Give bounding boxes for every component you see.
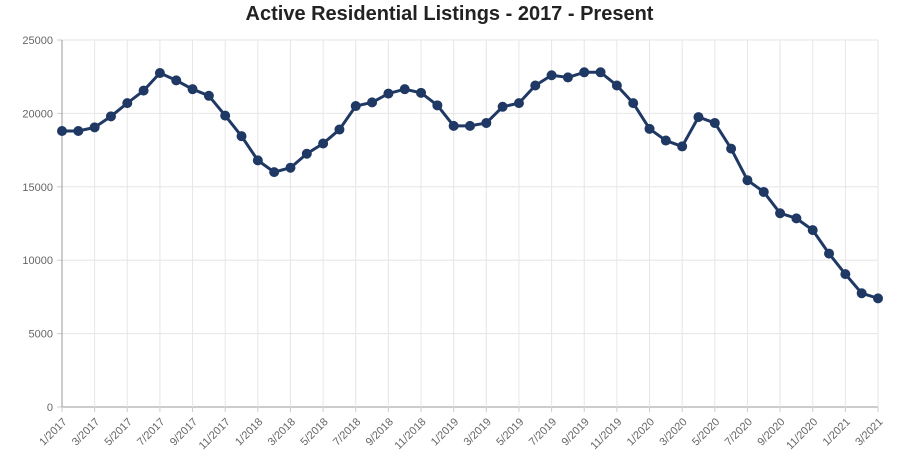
data-point (693, 112, 704, 123)
data-point (350, 101, 361, 112)
x-tick-label: 11/2018 (393, 416, 429, 452)
data-point (383, 88, 394, 99)
data-point (416, 87, 427, 98)
x-tick-label: 11/2019 (588, 416, 624, 452)
data-point (660, 135, 671, 146)
data-point (546, 70, 557, 81)
data-point (89, 122, 100, 133)
y-tick-label: 10000 (22, 255, 53, 267)
x-tick-label: 5/2017 (103, 416, 135, 448)
data-point (334, 124, 345, 135)
x-tick-label: 11/2020 (784, 416, 820, 452)
data-point (399, 84, 410, 95)
y-tick-label: 15000 (22, 182, 53, 194)
series-line (62, 70, 879, 300)
data-point (579, 67, 590, 78)
data-point (465, 120, 475, 131)
data-point (824, 248, 835, 259)
data-point (595, 67, 606, 78)
data-point (236, 131, 247, 142)
x-tick-label: 3/2019 (462, 416, 494, 448)
data-point (252, 155, 263, 166)
data-point (530, 80, 541, 91)
x-tick-label: 9/2017 (168, 416, 200, 448)
data-point (742, 175, 753, 186)
x-tick-label: 3/2021 (853, 416, 885, 448)
data-point (171, 75, 182, 86)
data-point (203, 90, 214, 101)
data-point (873, 293, 883, 304)
data-point (220, 110, 231, 121)
x-tick-label: 9/2018 (364, 416, 396, 448)
data-point (269, 167, 280, 178)
data-point (758, 186, 769, 197)
data-point (187, 84, 198, 95)
x-tick-label: 3/2017 (70, 416, 102, 448)
x-tick-label: 1/2020 (625, 416, 657, 448)
data-point (513, 98, 524, 109)
y-tick-label: 0 (47, 402, 53, 414)
y-tick-label: 5000 (29, 329, 53, 341)
data-point (301, 148, 312, 159)
x-tick-label: 1/2017 (37, 416, 69, 448)
data-point (122, 98, 133, 109)
data-point (791, 213, 802, 224)
x-tick-label: 5/2018 (298, 416, 330, 448)
data-point (497, 101, 508, 112)
data-point (856, 288, 867, 299)
x-tick-label: 5/2019 (494, 416, 526, 448)
x-tick-label: 9/2020 (755, 416, 787, 448)
data-point (105, 111, 116, 122)
data-point (138, 85, 149, 96)
chart-title: Active Residential Listings - 2017 - Pre… (245, 3, 654, 25)
x-tick-label: 1/2018 (233, 416, 265, 448)
x-tick-label: 11/2017 (197, 416, 233, 452)
data-point (807, 225, 818, 236)
y-tick-label: 25000 (22, 35, 53, 47)
data-point (840, 269, 851, 280)
x-tick-label: 3/2018 (266, 416, 298, 448)
data-point (562, 72, 573, 83)
x-tick-label: 9/2019 (560, 416, 592, 448)
data-point (709, 117, 720, 128)
x-tick-label: 1/2019 (429, 416, 461, 448)
x-tick-label: 7/2018 (331, 416, 363, 448)
data-point (432, 100, 443, 111)
x-tick-label: 5/2020 (690, 416, 722, 448)
data-point (677, 141, 688, 152)
data-point (154, 68, 165, 79)
x-tick-label: 1/2021 (821, 416, 853, 448)
x-tick-label: 7/2017 (135, 416, 167, 448)
data-point (73, 126, 84, 137)
data-point (57, 126, 67, 137)
data-point (775, 208, 786, 219)
x-tick-label: 7/2019 (527, 416, 559, 448)
data-point (628, 98, 639, 109)
data-point (611, 80, 622, 91)
data-point (448, 120, 459, 131)
data-point (285, 162, 296, 173)
y-tick-label: 20000 (22, 108, 53, 120)
data-point (726, 143, 737, 154)
data-point (367, 97, 378, 108)
data-point (644, 123, 655, 134)
x-tick-label: 3/2020 (657, 416, 689, 448)
x-tick-label: 7/2020 (723, 416, 755, 448)
data-point (481, 117, 492, 128)
data-point (318, 138, 329, 149)
